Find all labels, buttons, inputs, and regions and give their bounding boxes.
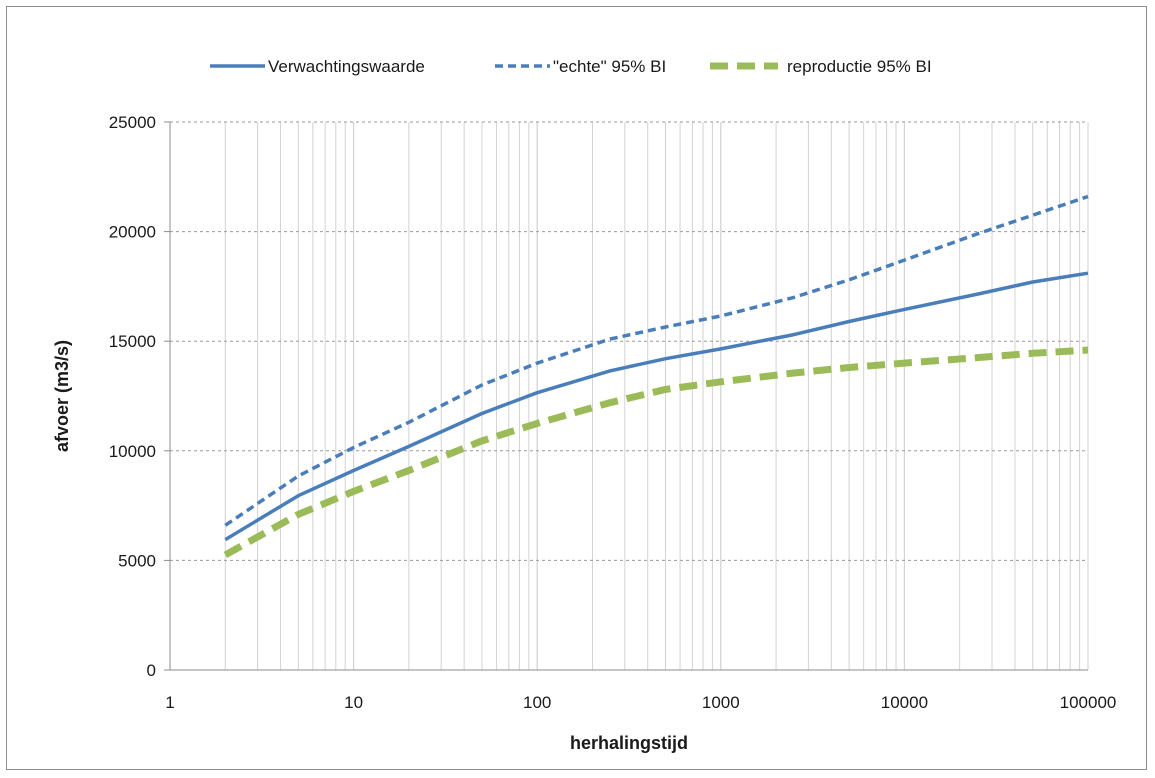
y-tick-label: 5000 [118,551,156,570]
series-line-3 [223,346,1089,558]
y-tick-label: 10000 [109,442,156,461]
x-axis-title: herhalingstijd [570,733,688,753]
chart-frame [6,6,1147,770]
x-tick-label: 1 [165,693,174,712]
series-lines [223,194,1089,558]
series-line-1 [224,271,1089,542]
x-tick-label: 10000 [881,693,928,712]
y-axis-title: afvoer (m3/s) [52,340,72,452]
x-tick-label: 100 [523,693,551,712]
x-tick-label: 10 [344,693,363,712]
y-tick-label: 25000 [109,113,156,132]
legend-label-3: reproductie 95% BI [787,57,932,76]
axes: 0 5000 10000 15000 20000 25000 1 10 100 1000 10000… [109,113,1117,712]
legend-label-1: Verwachtingswaarde [268,57,425,76]
x-tick-label: 1000 [702,693,740,712]
x-tick-label: 100000 [1060,693,1117,712]
series-line-2 [224,194,1089,527]
y-tick-label: 15000 [109,332,156,351]
legend-label-2: "echte" 95% BI [553,57,666,76]
y-tick-label: 0 [147,661,156,680]
legend: Verwachtingswaarde "echte" 95% BI reproduc… [210,57,932,76]
y-tick-label: 20000 [109,223,156,242]
